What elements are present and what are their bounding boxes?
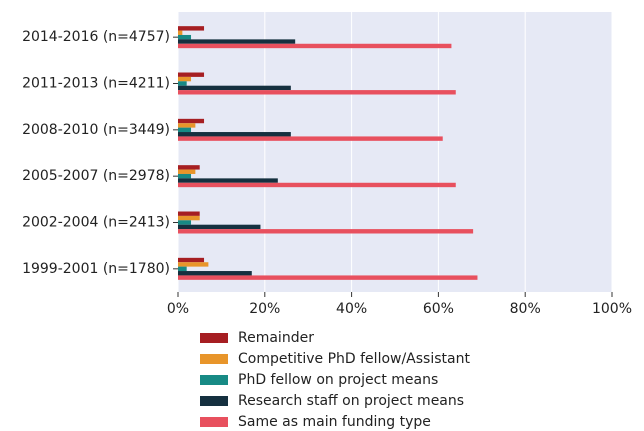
y-tick-label: 2014-2016 (n=4757): [22, 29, 170, 45]
bar: [178, 275, 478, 280]
bar: [178, 26, 205, 31]
x-tick-label: 60%: [423, 301, 454, 317]
bar: [178, 169, 196, 174]
bar: [178, 123, 196, 128]
bar: [178, 271, 252, 276]
y-tick-label: 1999-2001 (n=1780): [22, 261, 170, 277]
x-tick-label: 100%: [592, 301, 632, 317]
legend-label: Remainder: [238, 330, 314, 346]
legend-swatch: [200, 333, 228, 343]
bar: [178, 257, 205, 263]
bar: [178, 165, 200, 170]
legend-label: Research staff on project means: [238, 393, 464, 409]
bar: [178, 211, 200, 216]
bar: [178, 220, 192, 225]
bar: [178, 224, 261, 230]
bar: [178, 85, 291, 91]
legend-label: Competitive PhD fellow/Assistant: [238, 351, 470, 367]
bar: [178, 39, 296, 44]
x-tick-label: 80%: [510, 301, 541, 317]
legend-swatch: [200, 417, 228, 427]
plot-area: [178, 12, 612, 292]
bar: [178, 136, 443, 141]
bar: [178, 262, 209, 267]
x-tick-label: 20%: [249, 301, 280, 317]
y-tick-label: 2011-2013 (n=4211): [22, 76, 170, 92]
legend-swatch: [200, 375, 228, 385]
bar: [178, 182, 456, 188]
bar: [178, 34, 192, 40]
bar: [178, 72, 205, 77]
bar: [178, 90, 456, 95]
bar: [178, 266, 187, 272]
legend-label: PhD fellow on project means: [238, 372, 438, 388]
bar: [178, 43, 452, 49]
bar: [178, 118, 205, 124]
bar: [178, 178, 278, 183]
y-tick-label: 2008-2010 (n=3449): [22, 122, 170, 138]
bar: [178, 229, 474, 234]
bar: [178, 132, 291, 137]
legend-swatch: [200, 354, 228, 364]
legend-label: Same as main funding type: [238, 414, 431, 430]
x-tick-label: 0%: [167, 301, 189, 317]
bar: [178, 215, 200, 221]
bar: [178, 173, 192, 179]
legend-swatch: [200, 396, 228, 406]
y-tick-label: 2005-2007 (n=2978): [22, 168, 170, 184]
x-tick-label: 40%: [336, 301, 367, 317]
y-tick-label: 2002-2004 (n=2413): [22, 215, 170, 231]
bar: [178, 81, 187, 86]
bar: [178, 127, 192, 133]
bar: [178, 30, 183, 35]
bar: [178, 76, 192, 82]
